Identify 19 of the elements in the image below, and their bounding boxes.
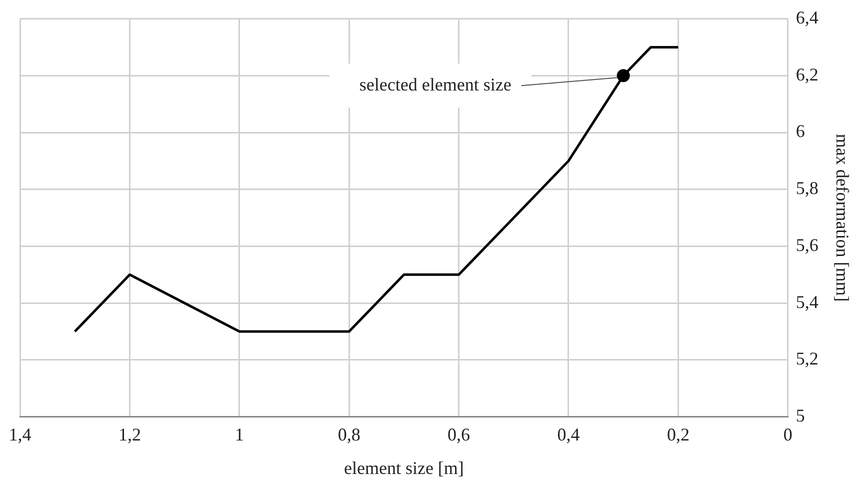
y-tick-label: 5 (796, 406, 805, 426)
annotation: selected element size (359, 74, 512, 94)
x-tick-label: 1,2 (118, 424, 141, 444)
x-tick-label: 0,4 (557, 424, 580, 444)
y-tick-label: 6 (796, 121, 805, 142)
x-tick-label: 1,4 (8, 424, 32, 444)
x-tick-label: 1 (234, 424, 244, 444)
x-tick-label: 0 (783, 424, 792, 444)
y-tick-label: 5,2 (796, 348, 818, 369)
x-tick-label: 0,6 (448, 424, 470, 444)
x-tick-label: 0,2 (666, 424, 690, 444)
y-axis-title: max deformation [mm] (832, 134, 852, 302)
y-tick-label: 6,2 (796, 64, 818, 84)
y-tick-label: 6,4 (796, 8, 818, 28)
y-tick-label: 5,6 (796, 234, 818, 255)
x-axis-title: element size [m] (344, 458, 464, 478)
x-tick-label: 0,8 (338, 424, 360, 444)
y-tick-label: 5,8 (796, 178, 818, 198)
y-tick-label: 5,4 (796, 292, 818, 312)
